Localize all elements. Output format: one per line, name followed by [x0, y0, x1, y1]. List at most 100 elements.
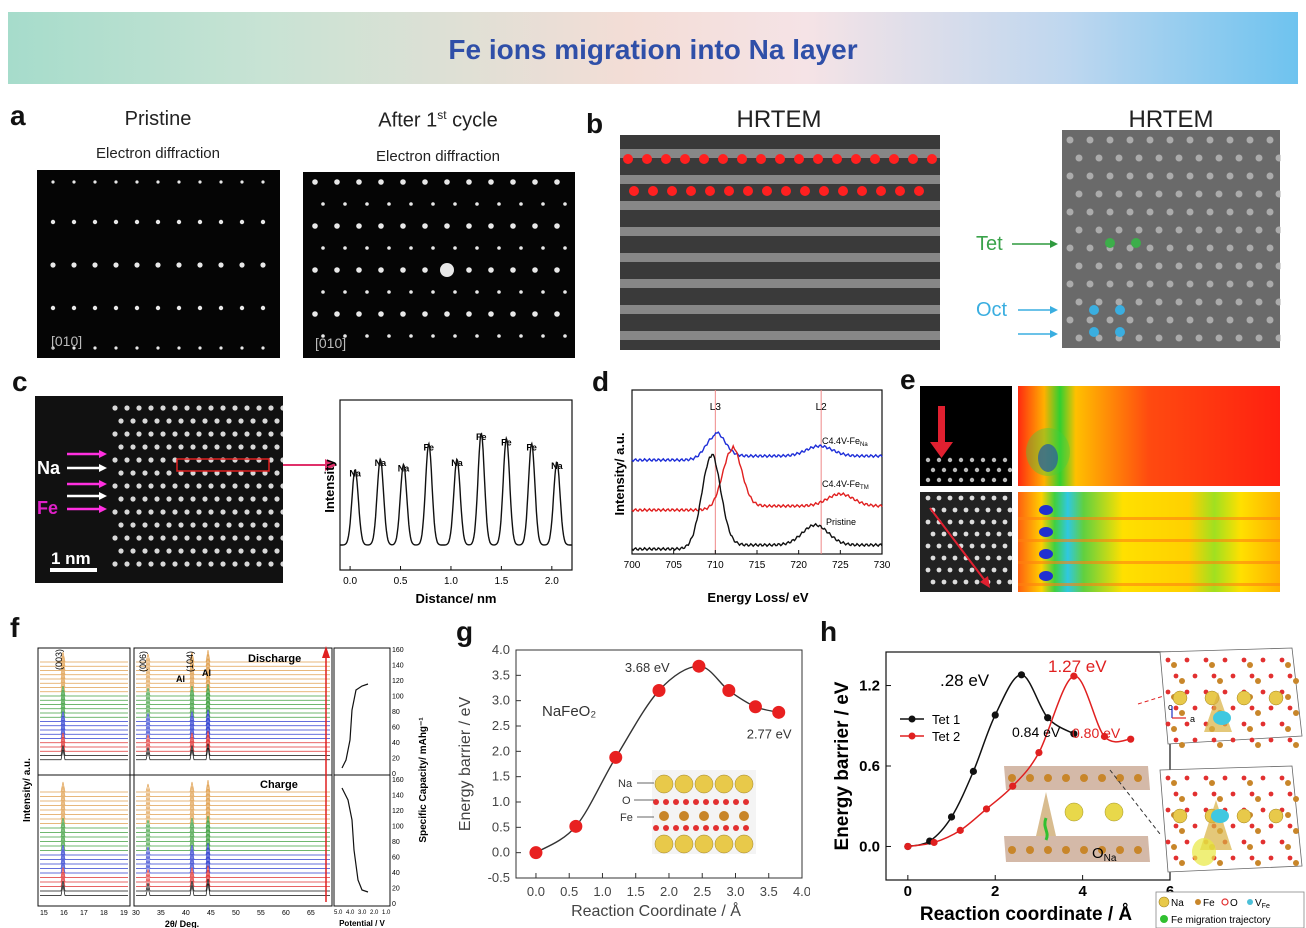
g-data-point — [772, 705, 786, 719]
neb-chart-g: -0.5 0.0 0.5 1.0 1.5 2.0 2.5 3.0 3.5 4.0 0.0 0.5 1.0… — [457, 642, 810, 920]
f-right-ytick-label: 140 — [392, 663, 404, 670]
linescan-arrow — [283, 459, 337, 471]
panel-g-label: g — [456, 616, 474, 647]
f-xlabel: 2θ/ Deg. — [165, 919, 199, 928]
page-title: Fe ions migration into Na layer — [448, 34, 858, 65]
f-xtick-label: 50 — [232, 910, 240, 917]
series-fe-na-line — [631, 431, 883, 463]
panel-a-right-title: After 1st cycle — [378, 108, 498, 132]
cycled-diffraction-image: [010] — [303, 172, 575, 358]
peak-label: Fe — [476, 432, 487, 442]
h-ylabel: Energy barrier / eV — [832, 681, 853, 850]
f-right-ytick-label: 120 — [392, 678, 404, 685]
panel-f-label: f — [10, 612, 20, 643]
peak-al-2: Al — [202, 668, 211, 678]
charge-label: Charge — [260, 779, 298, 791]
f-right-ytick-label: 140 — [392, 793, 404, 800]
g-xtick-label: 2.5 — [693, 884, 711, 899]
compound-label: NaFeO₂ — [542, 703, 596, 720]
h-xtick-label: 6 — [1166, 883, 1174, 900]
f-right-ytick-label: 80 — [392, 839, 400, 846]
panel-a-left-subtitle: Electron diffraction — [96, 145, 220, 162]
h-ytick-label: 0.0 — [859, 838, 880, 855]
f-xtick-label: 16 — [60, 910, 68, 917]
tet1-point — [1044, 714, 1052, 722]
f-right-ytick-label: 0 — [392, 771, 396, 778]
o-na-label: ONa — [1092, 845, 1117, 864]
f-ylabel: Intensity/ a.u. — [22, 758, 33, 822]
panel-e-label: e — [900, 364, 916, 395]
c-ylabel: Intensity — [322, 459, 337, 513]
h-ytick-label: 1.2 — [859, 678, 880, 695]
tet2-point — [1009, 782, 1017, 790]
annotation-tet1-end: 0.84 eV — [1012, 724, 1061, 740]
peak-104: (104) — [185, 651, 195, 672]
f-right-ytick-label: 100 — [392, 824, 404, 831]
series-pristine-line — [631, 453, 883, 552]
g-data-point — [692, 659, 706, 673]
l2-marker: L2 — [816, 402, 828, 413]
tet2-point — [1100, 732, 1109, 741]
f-right-ytick-label: 0 — [392, 901, 396, 908]
f-right-ytick-label: 40 — [392, 870, 400, 877]
g-data-point — [529, 846, 543, 860]
peak-006: (006) — [138, 651, 148, 672]
scale-bar-label: 1 nm — [51, 549, 91, 568]
legend-fe: Fe — [1203, 898, 1215, 909]
f-xtick-label: 45 — [207, 910, 215, 917]
g-ytick-label: -0.5 — [488, 870, 510, 885]
d-xtick-label: 715 — [749, 560, 766, 571]
atom-legend: Na Fe O VFe Fe migration trajectory — [1155, 891, 1305, 928]
eels-maps — [920, 386, 1280, 592]
h-ytick-label: 0.6 — [859, 758, 880, 775]
tet1-point — [969, 767, 977, 775]
f-xtick-label: 40 — [182, 910, 190, 917]
f-right-xtick-label: 4.0 — [346, 910, 355, 916]
h-legend: Tet 1 Tet 2 — [900, 712, 960, 744]
f-xtick-label: 17 — [80, 910, 88, 917]
hrtem-right-image — [1062, 130, 1280, 348]
g-xtick-label: 4.0 — [793, 884, 810, 899]
f-right-ytick-label: 20 — [392, 886, 400, 893]
tet2-point — [982, 805, 991, 813]
legend-vfe: VFe — [1255, 898, 1270, 910]
g-xtick-label: 3.0 — [726, 884, 744, 899]
d-ylabel: Intensity/ a.u. — [612, 432, 627, 515]
g-xtick-label: 0.5 — [560, 884, 578, 899]
tet1-point — [991, 711, 999, 719]
hrtem-left-image — [620, 135, 940, 350]
zone-axis-label: [010] — [315, 335, 346, 351]
peak-003: (003) — [54, 649, 64, 670]
panel-a-label: a — [10, 100, 26, 131]
f-xtick-label: 15 — [40, 910, 48, 917]
series-pristine-label: Pristine — [826, 517, 856, 527]
series-fe-na-label: C4.4V-FeNa — [822, 436, 868, 448]
legend-o: O — [1230, 898, 1238, 909]
legend-tet1: Tet 1 — [932, 712, 960, 727]
tet1-point — [1017, 671, 1026, 679]
hrtem-right-panel: Tet Oct — [976, 130, 1281, 348]
h-xtick-label: 4 — [1078, 883, 1087, 900]
title-banner: Fe ions migration into Na layer — [8, 12, 1298, 84]
f-right-xtick-label: 2.0 — [370, 910, 379, 916]
g-ytick-label: 3.0 — [492, 693, 510, 708]
f-xtick-label: 65 — [307, 910, 315, 917]
g-xtick-label: 0.0 — [527, 884, 545, 899]
haadf-image: Na Fe 1 nm — [35, 396, 283, 583]
g-xtick-label: 3.5 — [760, 884, 778, 899]
g-ytick-label: 1.5 — [492, 769, 510, 784]
nafeo2-structure-inset: Na O Fe — [618, 770, 756, 854]
g-ytick-label: 1.0 — [492, 794, 510, 809]
migration-structure-inset — [1002, 760, 1152, 868]
panel-c-label: c — [12, 366, 28, 397]
peak-label: Fe — [424, 443, 435, 453]
f-right-ytick-label: 60 — [392, 855, 400, 862]
g-xtick-label: 1.0 — [593, 884, 611, 899]
g-xtick-label: 1.5 — [627, 884, 645, 899]
na-label: Na — [37, 458, 61, 478]
f-xtick-label: 19 — [120, 910, 128, 917]
c-xtick-label: 0.5 — [394, 576, 408, 587]
f-right-ytick-label: 20 — [392, 756, 400, 763]
d-xtick-label: 705 — [665, 560, 682, 571]
